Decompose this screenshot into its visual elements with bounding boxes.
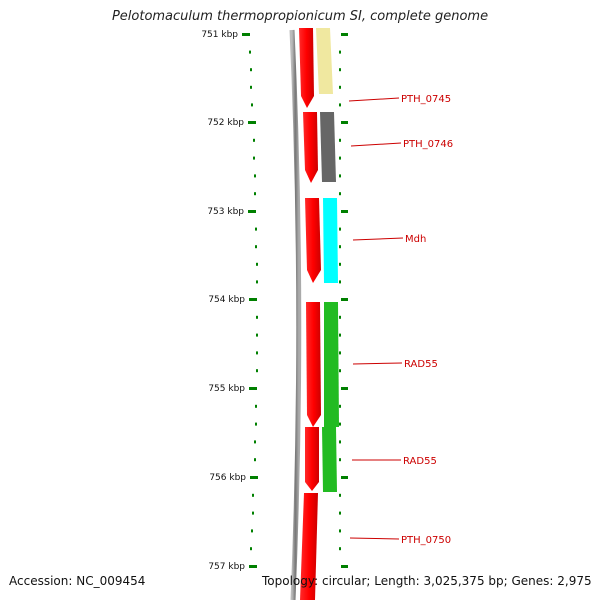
minor-tick-left — [252, 511, 254, 515]
kbp-tick-label: 753 kbp — [207, 207, 244, 217]
kbp-tick-label: 754 kbp — [208, 295, 245, 305]
minor-tick-left — [254, 192, 256, 196]
major-tick-right — [341, 33, 348, 36]
minor-tick-right — [339, 174, 341, 178]
minor-tick-right — [339, 85, 341, 89]
gene-labels: PTH_0745 PTH_0746 Mdh RAD55 RAD55 PTH_0750 — [348, 94, 453, 546]
minor-tick-left — [256, 315, 258, 319]
minor-tick-right — [339, 351, 341, 355]
gene-label[interactable]: RAD55 — [403, 456, 437, 467]
kbp-tick-label: 756 kbp — [209, 473, 246, 483]
minor-tick-left — [256, 333, 258, 337]
topology-text: Topology: circular; Length: 3,025,375 bp… — [262, 574, 592, 588]
gene-label[interactable]: PTH_0746 — [403, 139, 453, 150]
kbp-tick-label: 751 kbp — [201, 30, 238, 40]
minor-tick-left — [256, 369, 258, 373]
minor-tick-left — [254, 458, 256, 462]
major-tick-left — [248, 210, 256, 213]
gene-label[interactable]: Mdh — [405, 234, 426, 245]
forward-gene-2 — [303, 112, 318, 183]
gene-label[interactable]: RAD55 — [404, 359, 438, 370]
gene-label-leader — [352, 362, 403, 365]
minor-tick-left — [255, 227, 257, 231]
major-tick-right — [341, 387, 348, 390]
gene-mdh-feature — [323, 198, 338, 283]
gene-label[interactable]: PTH_0745 — [401, 94, 451, 105]
minor-tick-right — [339, 404, 341, 408]
minor-tick-left — [256, 351, 258, 355]
gene-rad55-feature-1 — [324, 302, 339, 427]
minor-tick-right — [339, 156, 341, 160]
minor-tick-left — [254, 440, 256, 444]
minor-tick-left — [251, 529, 253, 533]
major-tick-right — [341, 121, 348, 124]
minor-tick-right — [339, 280, 341, 284]
minor-tick-right — [339, 547, 341, 551]
major-tick-left — [249, 565, 257, 568]
minor-tick-right — [339, 245, 341, 249]
minor-tick-left — [254, 174, 256, 178]
minor-tick-right — [339, 103, 341, 107]
minor-tick-right — [339, 440, 341, 444]
minor-tick-right — [339, 422, 341, 426]
gene-rad55-feature-2 — [322, 427, 337, 492]
minor-tick-right — [339, 511, 341, 515]
scale-ticks: 751 kbp 752 kbp 753 kbp 754 kbp 755 kbp 756 k… — [201, 30, 348, 572]
minor-tick-left — [256, 280, 258, 284]
kbp-tick-label: 757 kbp — [208, 562, 245, 572]
major-tick-left — [242, 33, 250, 36]
kbp-tick-label: 755 kbp — [208, 384, 245, 394]
major-tick-left — [248, 121, 256, 124]
forward-gene-6 — [300, 493, 318, 600]
minor-tick-right — [339, 227, 341, 231]
major-tick-left — [249, 387, 257, 390]
minor-tick-left — [249, 50, 251, 54]
minor-tick-right — [339, 68, 341, 72]
minor-tick-left — [253, 156, 255, 160]
minor-tick-left — [255, 404, 257, 408]
minor-tick-left — [250, 68, 252, 72]
minor-tick-right — [339, 262, 341, 266]
minor-tick-left — [250, 85, 252, 89]
forward-gene-3 — [305, 198, 321, 283]
minor-tick-right — [339, 458, 341, 462]
gene-label-leader — [348, 97, 400, 102]
forward-gene-5 — [305, 427, 319, 491]
minor-tick-left — [253, 138, 255, 142]
accession-text: Accession: NC_009454 — [9, 574, 146, 588]
map-title: Pelotomaculum thermopropionicum SI, comp… — [111, 9, 489, 24]
kbp-tick-label: 752 kbp — [207, 118, 244, 128]
major-tick-left — [250, 476, 258, 479]
forward-gene-4 — [306, 302, 321, 427]
minor-tick-right — [339, 529, 341, 533]
minor-tick-left — [255, 245, 257, 249]
gene-label[interactable]: PTH_0750 — [401, 535, 451, 546]
major-tick-right — [341, 565, 348, 568]
minor-tick-left — [255, 422, 257, 426]
minor-tick-right — [339, 50, 341, 54]
minor-tick-left — [251, 103, 253, 107]
gene-label-leader — [350, 142, 402, 147]
minor-tick-right — [339, 315, 341, 319]
minor-tick-right — [339, 192, 341, 196]
genome-backbone — [289, 29, 302, 600]
gene-pth-0746-feature — [320, 112, 336, 182]
minor-tick-right — [339, 493, 341, 497]
gene-pth-0745-feature — [316, 28, 333, 94]
minor-tick-right — [339, 369, 341, 373]
minor-tick-right — [339, 138, 341, 142]
minor-tick-left — [250, 547, 252, 551]
gene-label-leader — [352, 237, 404, 241]
major-tick-right — [341, 476, 348, 479]
forward-gene-1 — [299, 28, 314, 108]
major-tick-right — [341, 298, 348, 301]
minor-tick-left — [252, 493, 254, 497]
gene-label-leader — [349, 537, 400, 540]
major-tick-right — [341, 210, 348, 213]
minor-tick-right — [339, 333, 341, 337]
minor-tick-left — [256, 262, 258, 266]
major-tick-left — [249, 298, 257, 301]
